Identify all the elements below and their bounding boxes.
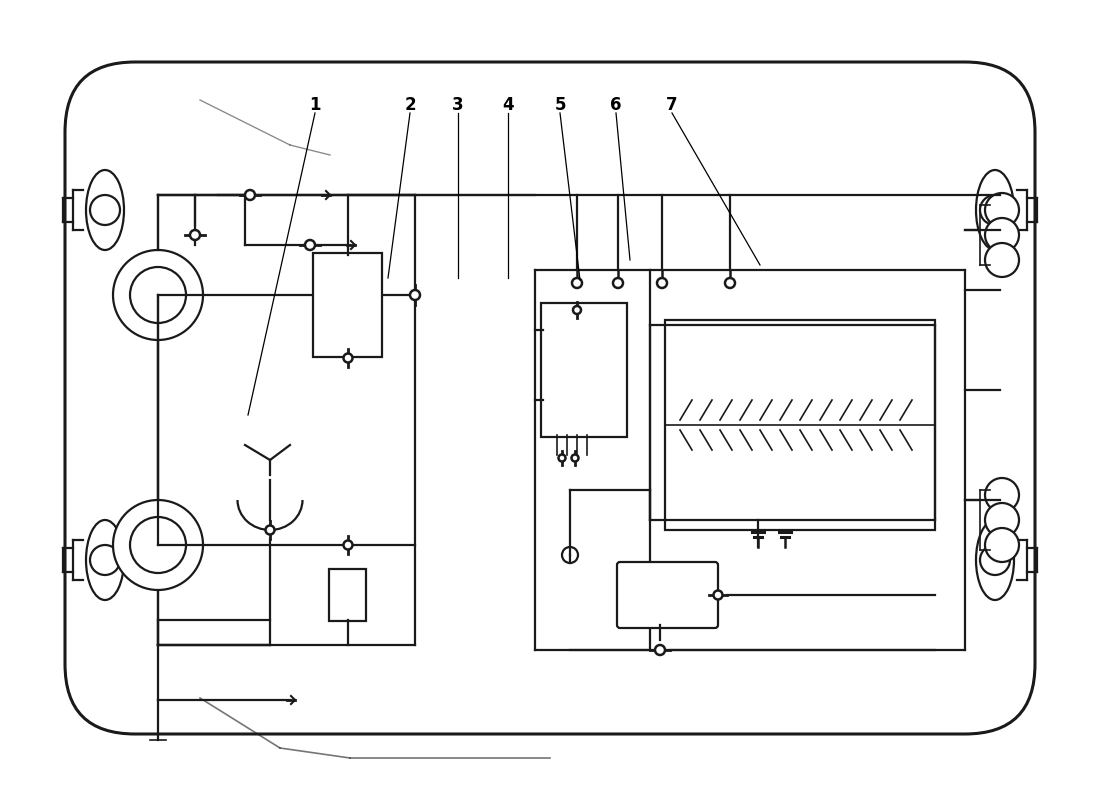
FancyBboxPatch shape [541,303,627,437]
FancyBboxPatch shape [314,253,382,357]
Circle shape [559,454,565,462]
Bar [666,320,935,530]
Circle shape [572,278,582,288]
Circle shape [657,278,667,288]
Circle shape [984,193,1019,227]
Text: 2: 2 [404,96,416,114]
Circle shape [725,278,735,288]
Circle shape [613,278,623,288]
Text: 5: 5 [554,96,565,114]
Circle shape [984,528,1019,562]
Text: 3: 3 [452,96,464,114]
Text: 1: 1 [309,96,321,114]
Text: 6: 6 [610,96,621,114]
Circle shape [980,545,1010,575]
Circle shape [113,500,204,590]
Circle shape [654,645,666,655]
Ellipse shape [976,170,1014,250]
FancyBboxPatch shape [617,562,718,628]
Circle shape [984,503,1019,537]
Circle shape [190,230,200,240]
Circle shape [305,240,315,250]
Circle shape [343,541,352,550]
Circle shape [980,195,1010,225]
Circle shape [572,454,579,462]
Circle shape [90,195,120,225]
Circle shape [113,250,204,340]
Text: eurospares: eurospares [167,296,343,324]
Circle shape [984,243,1019,277]
Circle shape [130,517,186,573]
Circle shape [984,218,1019,252]
Circle shape [984,478,1019,512]
Circle shape [562,547,578,563]
Circle shape [245,190,255,200]
Ellipse shape [86,520,124,600]
Circle shape [130,267,186,323]
Text: 7: 7 [667,96,678,114]
Circle shape [90,545,120,575]
Text: eurospares: eurospares [167,521,343,549]
Circle shape [343,354,352,362]
Circle shape [573,306,581,314]
Circle shape [265,526,275,534]
Circle shape [714,590,723,599]
Circle shape [410,290,420,300]
Text: eurospares: eurospares [613,241,788,269]
Ellipse shape [976,520,1014,600]
FancyBboxPatch shape [329,569,366,621]
FancyBboxPatch shape [65,62,1035,734]
Text: eurospares: eurospares [613,521,788,549]
Ellipse shape [86,170,124,250]
Text: 4: 4 [503,96,514,114]
